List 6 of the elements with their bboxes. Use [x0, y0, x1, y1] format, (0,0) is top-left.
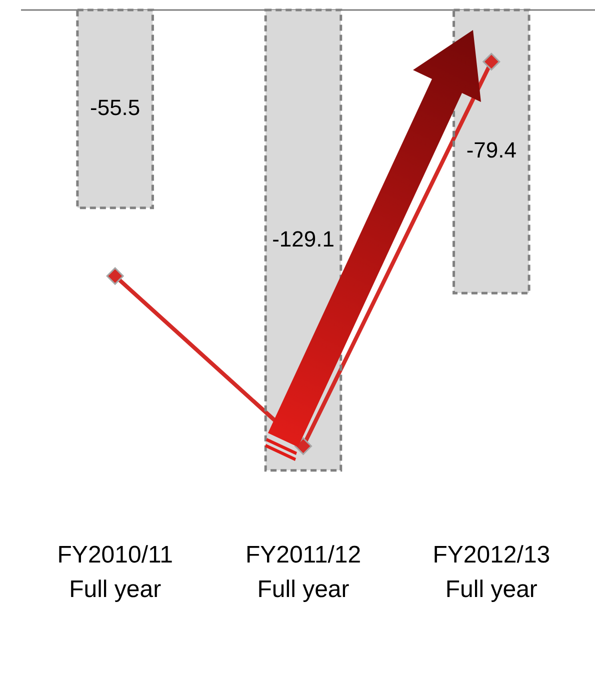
x-tick-label: FY2011/12 Full year [245, 541, 362, 604]
x-tick-label: FY2012/13 Full year [432, 541, 550, 604]
data-label: -79.4 [466, 138, 516, 163]
x-tick-label: FY2010/11 Full year [57, 541, 173, 604]
data-label: -129.1 [272, 226, 334, 252]
data-label: -55.5 [90, 95, 140, 120]
